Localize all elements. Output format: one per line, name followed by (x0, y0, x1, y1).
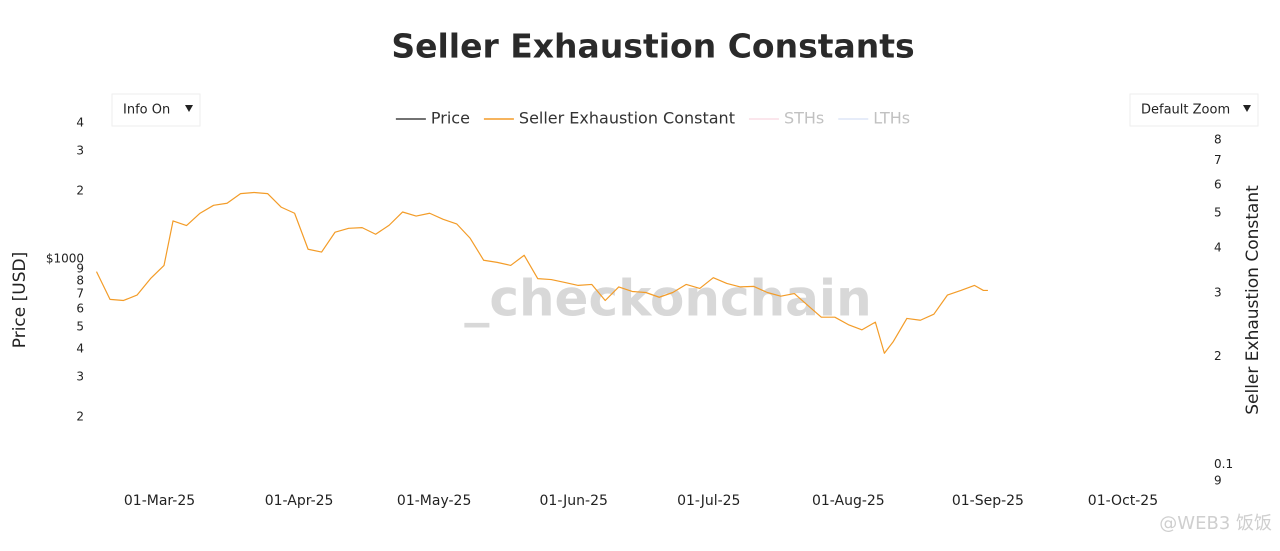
legend-label: Seller Exhaustion Constant (519, 109, 735, 128)
dropdown-label[interactable]: Info On (123, 103, 170, 118)
y2-tick-label: 4 (1214, 241, 1222, 255)
y-tick-label: 8 (76, 273, 84, 287)
y2-tick-label: 3 (1214, 286, 1222, 300)
x-tick-label: 01-May-25 (397, 493, 471, 509)
y-tick-label: 3 (76, 370, 84, 384)
y2-tick-label: 2 (1214, 349, 1222, 363)
zoom-dropdown[interactable]: Default Zoom (1129, 93, 1259, 127)
legend-label: Price (431, 109, 470, 128)
legend-label: LTHs (873, 109, 910, 128)
y-tick-label: 4 (76, 341, 84, 355)
y-axis-title: Price [USD] (10, 252, 30, 348)
series-line (95, 191, 988, 354)
dropdown-label[interactable]: Default Zoom (1141, 103, 1230, 118)
x-tick-label: 01-Apr-25 (265, 493, 334, 509)
y-tick-label: 6 (76, 302, 84, 316)
y-tick-label: $1000 (46, 251, 84, 265)
y2-axis-title: Seller Exhaustion Constant (1243, 185, 1263, 415)
chart-title: Seller Exhaustion Constants (391, 27, 914, 66)
legend-item[interactable]: Price (395, 109, 470, 128)
y2-tick-label: 7 (1214, 153, 1222, 167)
y-tick-label: 2 (76, 183, 84, 197)
y2-tick-label: 5 (1214, 206, 1222, 220)
x-tick-label: 01-Sep-25 (952, 493, 1024, 509)
x-tick-label: 01-Oct-25 (1088, 493, 1158, 509)
dropdown-box[interactable] (111, 93, 201, 127)
x-tick-label: 01-Mar-25 (124, 493, 195, 509)
y2-tick-label: 9 (1214, 474, 1222, 488)
info-dropdown[interactable]: Info On (111, 93, 201, 127)
dropdown-arrow (1243, 105, 1251, 112)
y-tick-label: 2 (76, 409, 84, 423)
y-tick-label: 3 (76, 144, 84, 158)
dropdown-box[interactable] (1129, 93, 1259, 127)
x-tick-label: 01-Aug-25 (812, 493, 885, 509)
watermark: _checkonchain (464, 270, 871, 328)
x-tick-label: 01-Jun-25 (540, 493, 608, 509)
y-tick-label: 9 (76, 262, 84, 276)
legend-item[interactable]: LTHs (838, 109, 910, 128)
legend-item[interactable]: Seller Exhaustion Constant (483, 109, 735, 128)
legend-label: STHs (784, 109, 824, 128)
y-tick-label: 7 (76, 286, 84, 300)
corner-watermark: @WEB3 饭饭 (1159, 513, 1272, 534)
y2-tick-label: 0.1 (1214, 457, 1233, 471)
y-tick-label: 5 (76, 319, 84, 333)
y-tick-label: 4 (76, 115, 84, 129)
dropdown-arrow (185, 105, 193, 112)
x-tick-label: 01-Jul-25 (677, 493, 740, 509)
y2-tick-label: 6 (1214, 177, 1222, 191)
legend-item[interactable]: STHs (748, 109, 824, 128)
y2-tick-label: 8 (1214, 132, 1222, 146)
